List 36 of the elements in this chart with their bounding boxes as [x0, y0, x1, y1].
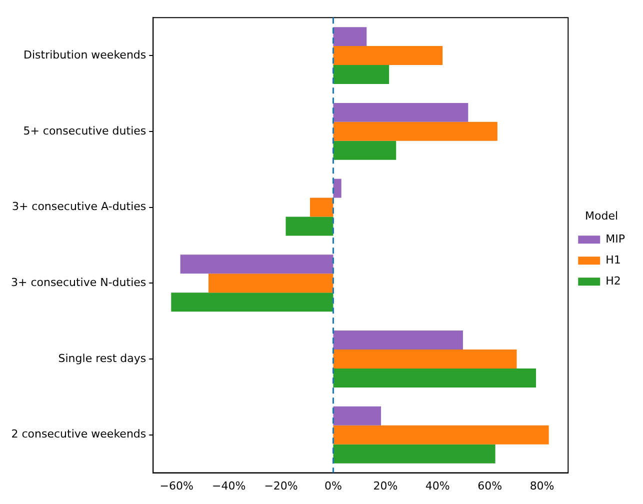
bar: [333, 102, 468, 122]
y-tick-label: 2 consecutive weekends: [11, 428, 146, 441]
y-tick-label: 3+ consecutive A-duties: [12, 200, 146, 214]
bar: [180, 254, 334, 274]
x-tick-label: −60%: [160, 479, 194, 492]
x-tick-label: −20%: [264, 479, 298, 492]
legend-label: H1: [606, 253, 621, 266]
x-tick-label: 20%: [373, 479, 398, 492]
bar: [333, 444, 496, 464]
y-tick-label: Distribution weekends: [24, 48, 146, 62]
y-tick-label: 5+ consecutive duties: [23, 124, 146, 138]
x-tick-label: 60%: [478, 479, 502, 492]
legend-title: Model: [585, 209, 618, 222]
bar: [333, 425, 549, 444]
bar: [333, 350, 517, 368]
bar: [333, 178, 342, 198]
bar: [333, 46, 443, 66]
bar: [310, 198, 334, 217]
bar: [208, 274, 334, 293]
y-tick-label: Single rest days: [58, 352, 146, 365]
bar: [333, 368, 536, 388]
x-tick-label: 40%: [425, 479, 450, 492]
legend-label: H2: [606, 274, 621, 288]
bar: [333, 140, 396, 160]
legend-label: MIP: [606, 232, 626, 246]
y-tick-label: 3+ consecutive N-duties: [10, 276, 146, 289]
bar: [286, 216, 334, 236]
bar: [333, 65, 390, 84]
bar: [333, 330, 463, 350]
x-tick-label: 0%: [324, 479, 342, 492]
x-tick-label: 80%: [530, 479, 554, 492]
bar: [333, 406, 381, 426]
bar: [333, 27, 367, 46]
x-tick-label: −40%: [212, 479, 246, 492]
bar: [171, 292, 334, 312]
bar: [333, 122, 498, 141]
